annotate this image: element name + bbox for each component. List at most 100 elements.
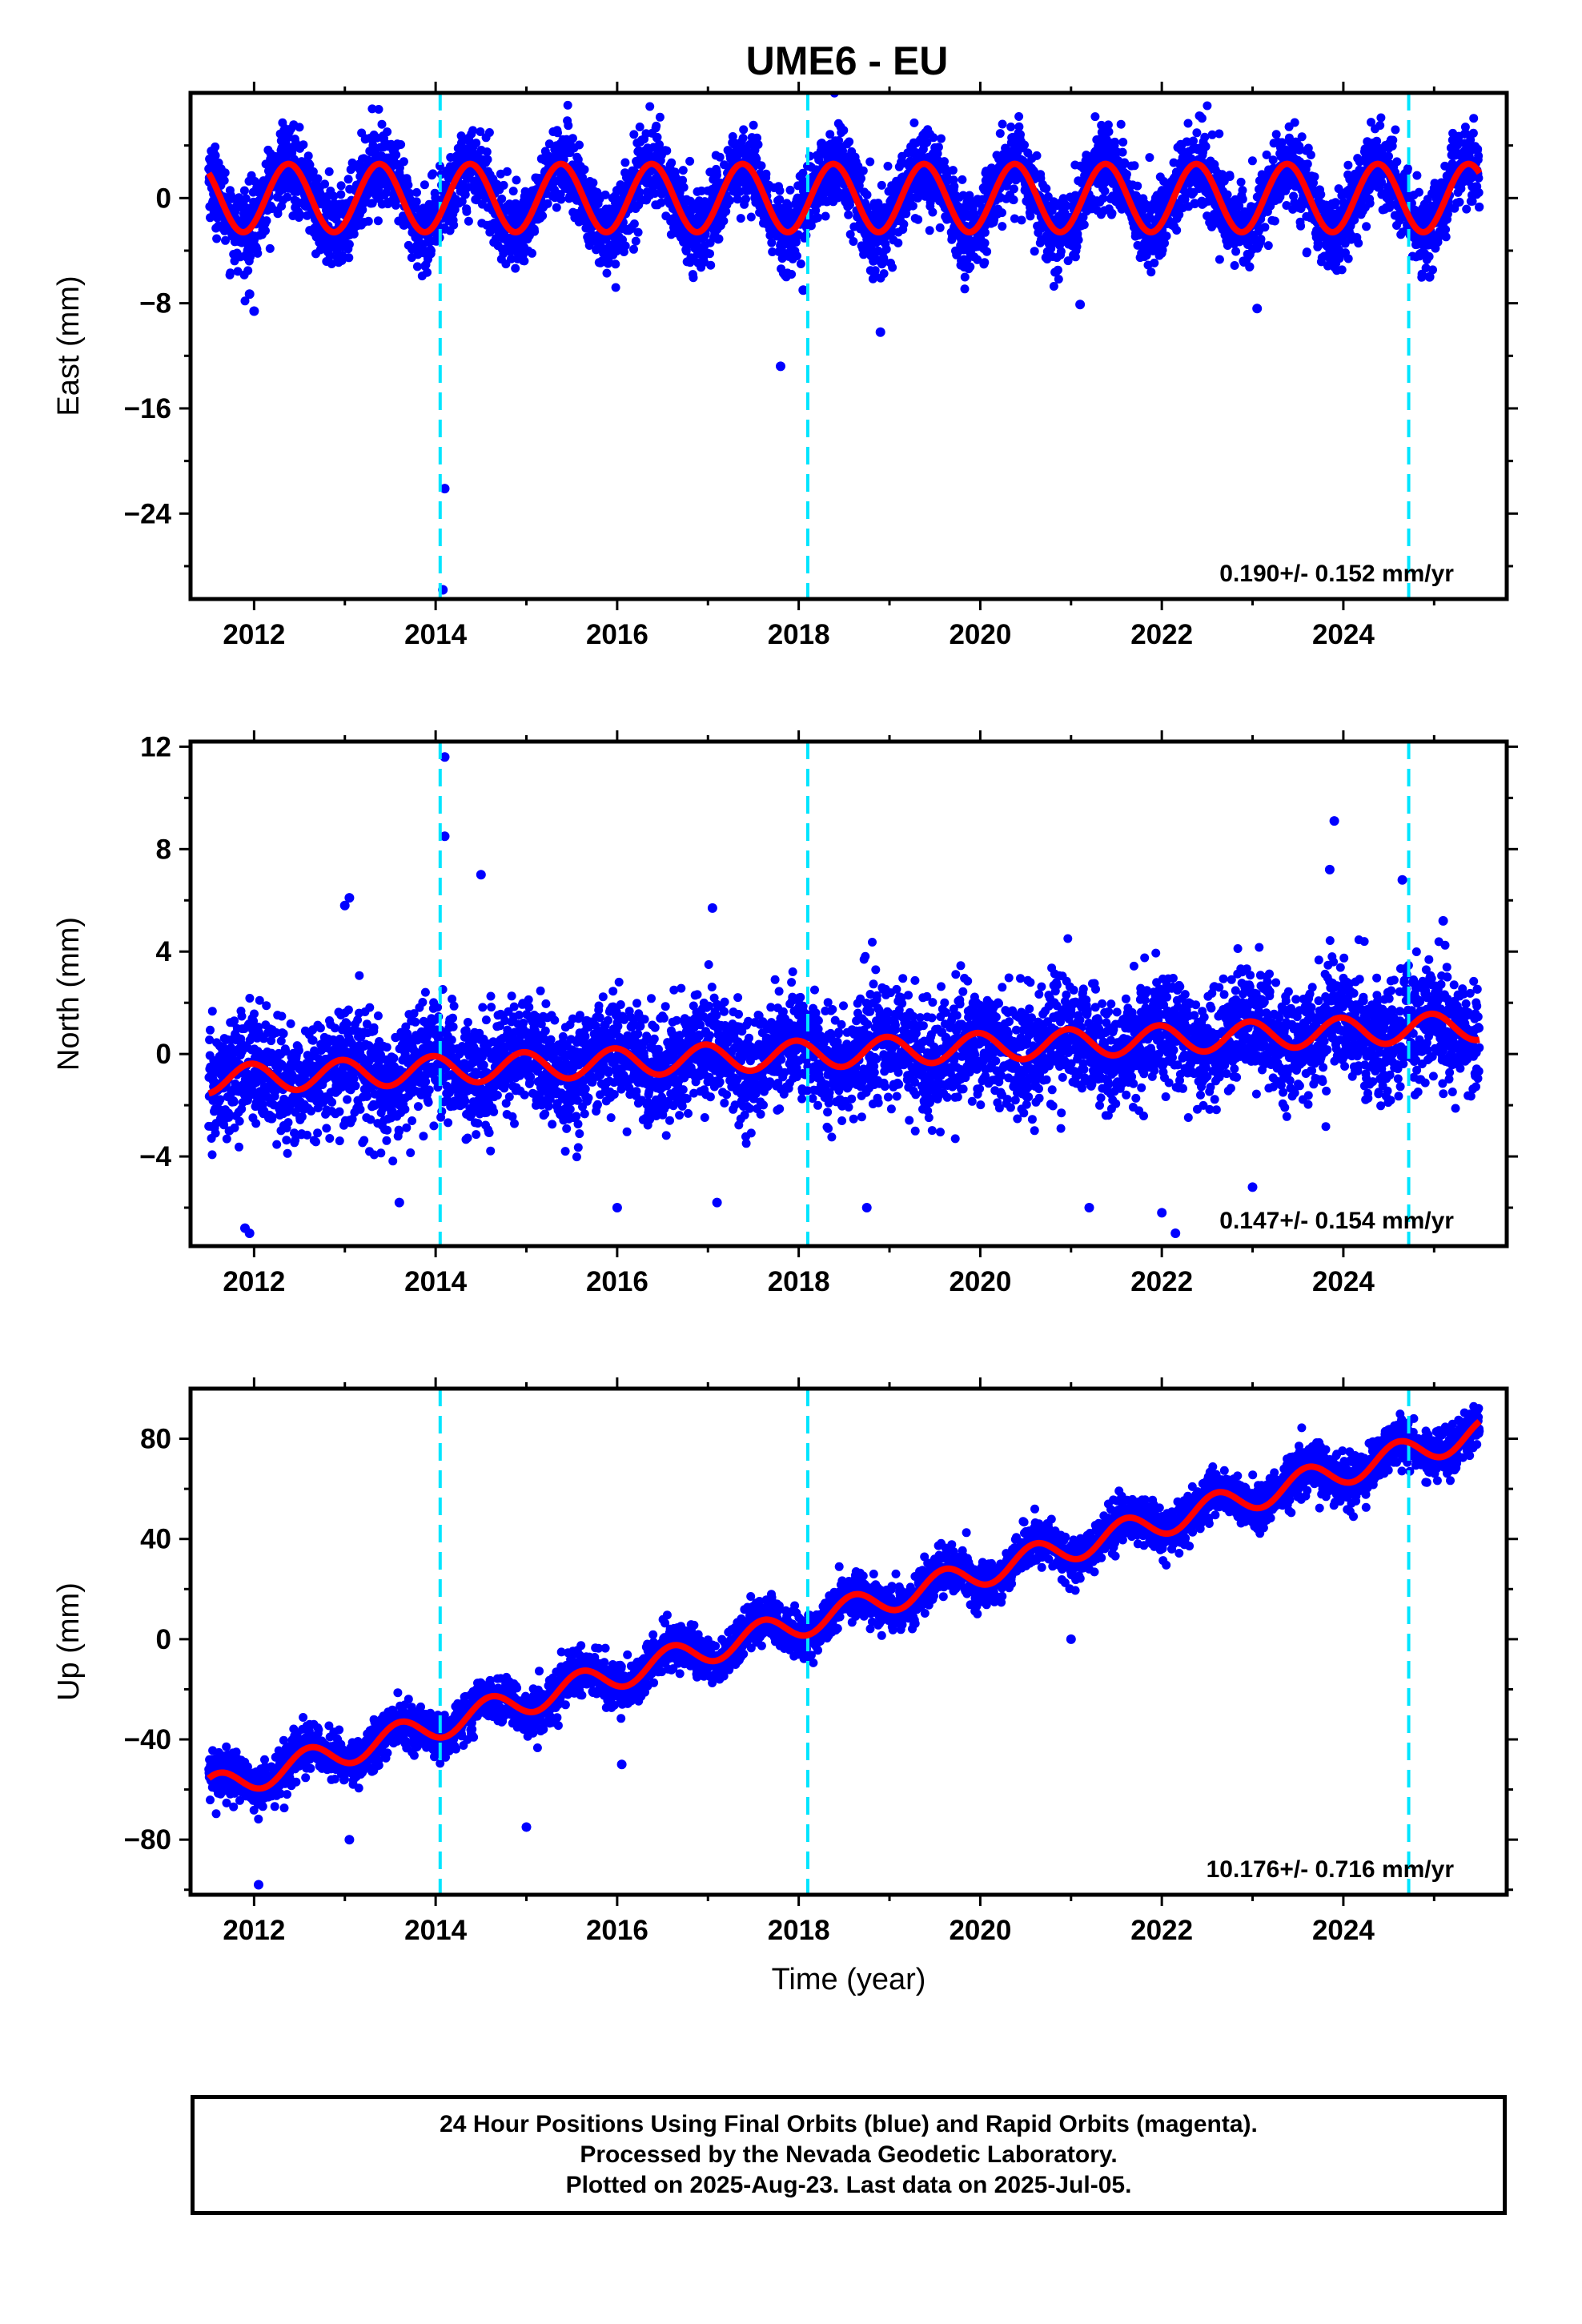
data-point <box>888 263 897 272</box>
data-point <box>980 239 990 247</box>
data-point <box>283 192 292 202</box>
data-point <box>1183 119 1193 128</box>
data-point <box>1133 181 1142 191</box>
data-point <box>966 262 975 271</box>
data-point <box>363 216 373 226</box>
data-point <box>1331 198 1340 207</box>
data-point <box>233 267 243 276</box>
data-point <box>383 127 392 137</box>
data-point <box>405 189 415 198</box>
data-point <box>344 239 354 249</box>
data-point <box>925 226 934 235</box>
east-panel: 2012 2014 2016 2018 2020 2022 20240−8−16−24Eas… <box>52 82 1518 650</box>
data-point <box>738 134 748 143</box>
data-point <box>689 273 698 283</box>
data-point <box>343 175 353 184</box>
data-point <box>629 130 639 139</box>
data-point <box>845 200 854 210</box>
data-point <box>1118 138 1128 147</box>
data-point <box>344 253 354 263</box>
data-point <box>899 219 909 229</box>
data-point <box>1201 142 1211 151</box>
data-point <box>602 268 612 278</box>
figure-title: UME6 - EU <box>746 38 949 83</box>
data-point <box>412 197 421 207</box>
data-point <box>1270 216 1279 226</box>
data-point <box>552 203 561 212</box>
data-point <box>273 209 283 219</box>
data-point <box>1118 147 1127 157</box>
data-point <box>512 175 521 185</box>
data-point <box>613 242 623 251</box>
data-point <box>928 207 938 217</box>
data-point <box>308 167 318 176</box>
data-point <box>705 249 714 259</box>
data-point <box>1302 247 1311 257</box>
data-point <box>573 155 583 164</box>
data-point <box>1354 239 1363 248</box>
data-point <box>363 155 372 165</box>
data-point <box>1104 127 1114 136</box>
data-point <box>299 140 308 150</box>
data-point <box>1238 195 1247 204</box>
data-point <box>253 248 263 258</box>
data-point <box>313 174 323 183</box>
data-point <box>1150 258 1159 267</box>
data-point <box>1303 159 1312 169</box>
data-point <box>568 134 577 143</box>
data-point <box>497 194 507 203</box>
data-point <box>428 169 438 179</box>
data-point <box>1391 125 1400 135</box>
data-point <box>688 205 697 215</box>
data-point <box>530 227 540 236</box>
data-point <box>909 118 919 127</box>
data-point <box>813 213 822 223</box>
data-point <box>404 180 413 190</box>
data-point <box>1362 222 1371 231</box>
data-point <box>580 165 589 175</box>
data-point <box>1263 241 1273 251</box>
data-point <box>391 150 401 159</box>
data-point <box>1343 160 1353 170</box>
data-point <box>635 187 644 197</box>
data-point <box>399 157 408 167</box>
data-point <box>1306 151 1315 159</box>
data-point <box>713 171 721 180</box>
data-point <box>528 248 536 258</box>
data-point <box>1260 223 1270 232</box>
data-point <box>679 183 689 192</box>
data-point <box>913 215 923 224</box>
data-point <box>1376 113 1386 123</box>
data-point <box>995 129 1005 139</box>
data-point <box>303 151 313 161</box>
data-point <box>1238 186 1247 195</box>
data-point <box>652 132 662 142</box>
data-point <box>1441 232 1451 242</box>
data-point <box>295 210 305 219</box>
data-point <box>1053 265 1062 275</box>
data-point <box>240 296 250 306</box>
data-point <box>879 269 889 279</box>
data-point <box>241 194 251 203</box>
data-point <box>221 235 230 245</box>
data-point <box>1014 122 1024 131</box>
data-point <box>1231 247 1241 256</box>
data-point <box>1110 137 1119 147</box>
data-point <box>261 226 270 235</box>
data-point <box>1268 155 1278 165</box>
data-point <box>982 247 992 256</box>
data-point <box>305 160 315 170</box>
data-point <box>757 161 766 171</box>
data-point <box>1375 121 1385 131</box>
data-point <box>881 244 891 254</box>
data-point <box>482 147 492 157</box>
data-point <box>980 258 990 267</box>
data-point <box>1172 226 1182 235</box>
data-point <box>336 190 346 199</box>
data-point <box>662 146 672 155</box>
data-point <box>865 157 875 167</box>
data-point <box>1271 130 1281 139</box>
data-point <box>883 162 893 171</box>
data-point <box>714 234 724 243</box>
